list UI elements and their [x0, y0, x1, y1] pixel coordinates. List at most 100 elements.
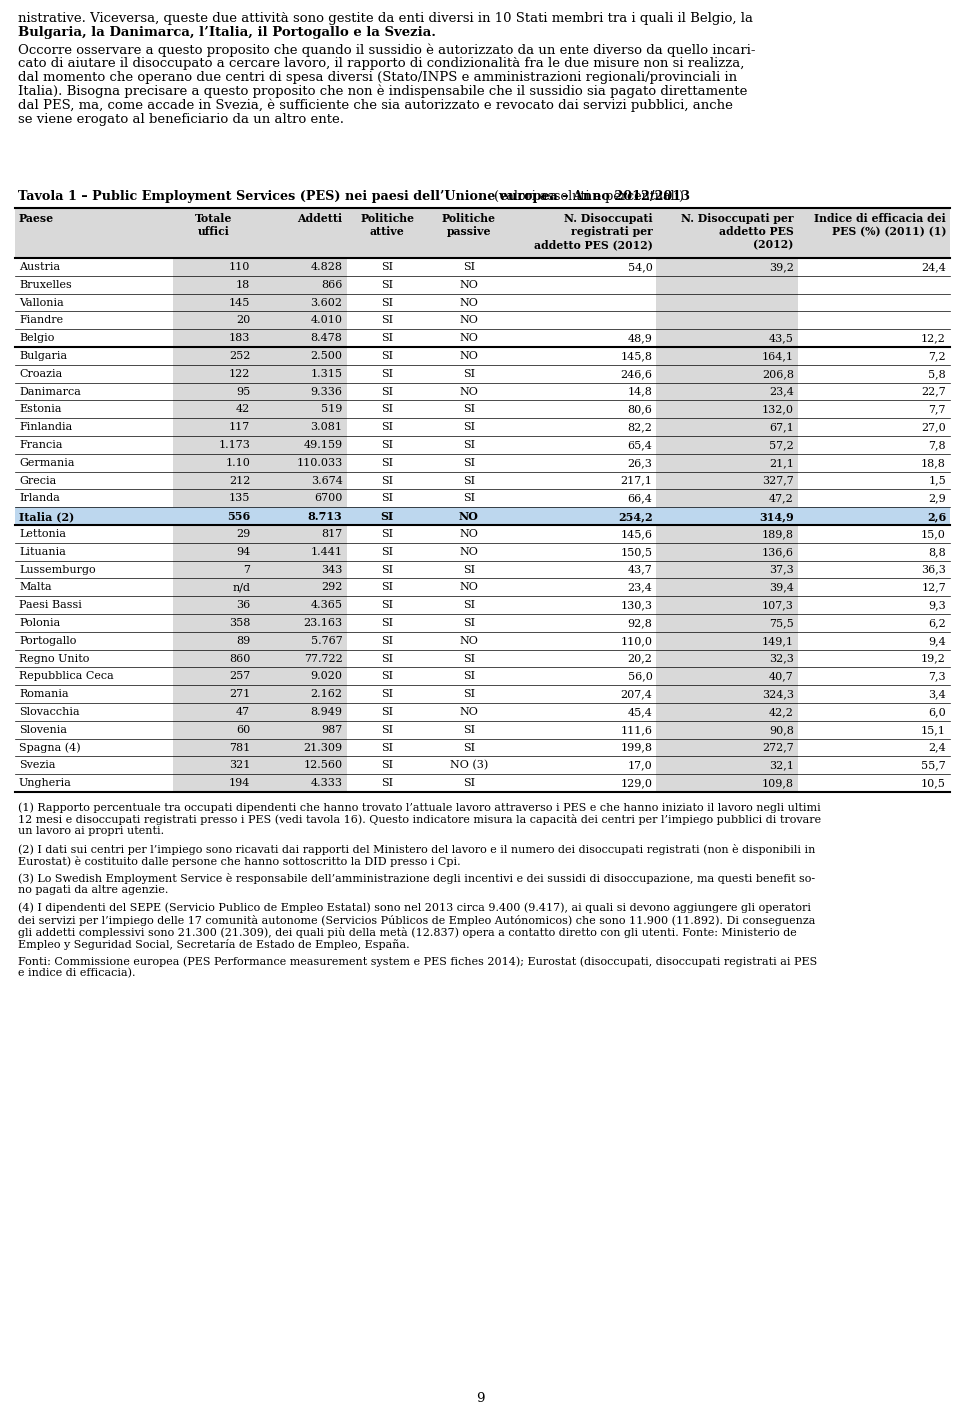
Text: 12 mesi e disoccupati registrati presso i PES (vedi tavola 16). Questo indicator: 12 mesi e disoccupati registrati presso … [18, 814, 821, 825]
Text: 207,4: 207,4 [620, 689, 653, 699]
Text: NO: NO [460, 333, 478, 343]
Text: SI: SI [463, 405, 475, 415]
Text: (2) I dati sui centri per l’impiego sono ricavati dai rapporti del Ministero del: (2) I dati sui centri per l’impiego sono… [18, 844, 815, 855]
Text: Italia (2): Italia (2) [19, 512, 74, 522]
Text: 145,6: 145,6 [620, 529, 653, 538]
Text: 2,6: 2,6 [926, 512, 946, 522]
Text: 80,6: 80,6 [628, 405, 653, 415]
Text: SI: SI [381, 458, 394, 468]
Text: 9.336: 9.336 [311, 387, 343, 396]
Text: N. Disoccupati per
addetto PES
(2012): N. Disoccupati per addetto PES (2012) [682, 212, 794, 250]
Text: 42,2: 42,2 [769, 707, 794, 717]
Text: 110.033: 110.033 [297, 458, 343, 468]
Text: 43,5: 43,5 [769, 333, 794, 343]
Text: NO: NO [460, 582, 478, 592]
Bar [254, 208, 347, 792]
Text: 67,1: 67,1 [769, 422, 794, 432]
Text: Tavola 1 – Public Employment Services (PES) nei paesi dell’Unione europea – Anno: Tavola 1 – Public Employment Services (P… [18, 190, 690, 202]
Text: SI: SI [381, 619, 394, 628]
Text: Bruxelles: Bruxelles [19, 280, 72, 290]
Text: 321: 321 [228, 761, 251, 770]
Text: 32,1: 32,1 [769, 761, 794, 770]
Bar [173, 208, 254, 792]
Text: 22,7: 22,7 [922, 387, 946, 396]
Text: SI: SI [463, 422, 475, 432]
Text: dal PES, ma, come accade in Svezia, è sufficiente che sia autorizzato e revocato: dal PES, ma, come accade in Svezia, è su… [18, 98, 732, 112]
Text: Svezia: Svezia [19, 761, 56, 770]
Text: 3,4: 3,4 [928, 689, 946, 699]
Text: 1.10: 1.10 [226, 458, 251, 468]
Text: SI: SI [463, 672, 475, 682]
Text: 314,9: 314,9 [759, 512, 794, 522]
Text: 95: 95 [236, 387, 251, 396]
Text: dei servizi per l’impiego delle 17 comunità autonome (Servicios Públicos de Empl: dei servizi per l’impiego delle 17 comun… [18, 914, 815, 925]
Text: Estonia: Estonia [19, 405, 61, 415]
Text: 77.722: 77.722 [304, 654, 343, 664]
Text: 4.365: 4.365 [311, 600, 343, 610]
Text: 75,5: 75,5 [769, 619, 794, 628]
Text: SI: SI [463, 440, 475, 450]
Text: 135: 135 [228, 494, 251, 503]
Text: 47: 47 [236, 707, 251, 717]
Text: 866: 866 [322, 280, 343, 290]
Text: SI: SI [381, 529, 394, 538]
Text: SI: SI [381, 689, 394, 699]
Text: SI: SI [463, 778, 475, 789]
Text: Lussemburgo: Lussemburgo [19, 565, 96, 575]
Text: Fiandre: Fiandre [19, 315, 63, 325]
Text: (4) I dipendenti del SEPE (Servicio Publico de Empleo Estatal) sono nel 2013 cir: (4) I dipendenti del SEPE (Servicio Publ… [18, 903, 811, 912]
Text: SI: SI [381, 315, 394, 325]
Text: 8.478: 8.478 [311, 333, 343, 343]
Text: NO: NO [460, 529, 478, 538]
Text: 7,2: 7,2 [928, 352, 946, 361]
Text: SI: SI [381, 672, 394, 682]
Text: 39,4: 39,4 [769, 582, 794, 592]
Text: Romania: Romania [19, 689, 68, 699]
Text: 43,7: 43,7 [628, 565, 653, 575]
Text: 199,8: 199,8 [620, 742, 653, 752]
Text: SI: SI [381, 405, 394, 415]
Text: 2,4: 2,4 [928, 742, 946, 752]
Text: Repubblica Ceca: Repubblica Ceca [19, 672, 113, 682]
Text: SI: SI [381, 494, 394, 503]
Text: 90,8: 90,8 [769, 725, 794, 735]
Text: 48,9: 48,9 [628, 333, 653, 343]
Text: 65,4: 65,4 [628, 440, 653, 450]
Text: 257: 257 [228, 672, 251, 682]
Text: SI: SI [463, 725, 475, 735]
Text: 36,3: 36,3 [922, 565, 946, 575]
Text: NO: NO [459, 512, 479, 522]
Text: SI: SI [463, 619, 475, 628]
Text: 130,3: 130,3 [620, 600, 653, 610]
Text: SI: SI [381, 422, 394, 432]
Text: NO: NO [460, 315, 478, 325]
Text: Irlanda: Irlanda [19, 494, 60, 503]
Text: 6,0: 6,0 [928, 707, 946, 717]
Text: 343: 343 [322, 565, 343, 575]
Text: 246,6: 246,6 [620, 368, 653, 378]
Text: 26,3: 26,3 [628, 458, 653, 468]
Text: 3.602: 3.602 [311, 298, 343, 308]
Text: 324,3: 324,3 [762, 689, 794, 699]
Text: nistrative. Viceversa, queste due attività sono gestite da enti diversi in 10 St: nistrative. Viceversa, queste due attivi… [18, 13, 753, 25]
Text: 23,4: 23,4 [769, 387, 794, 396]
Text: Malta: Malta [19, 582, 52, 592]
Text: Paese: Paese [19, 212, 54, 224]
Text: 132,0: 132,0 [762, 405, 794, 415]
Text: 12,2: 12,2 [922, 333, 946, 343]
Text: 42: 42 [236, 405, 251, 415]
Text: SI: SI [381, 547, 394, 557]
Text: 149,1: 149,1 [762, 636, 794, 645]
Text: NO: NO [460, 387, 478, 396]
Text: 29: 29 [236, 529, 251, 538]
Text: Addetti: Addetti [298, 212, 343, 224]
Text: SI: SI [381, 475, 394, 485]
Text: 23.163: 23.163 [303, 619, 343, 628]
Text: SI: SI [381, 298, 394, 308]
Text: NO: NO [460, 298, 478, 308]
Text: 327,7: 327,7 [762, 475, 794, 485]
Text: Belgio: Belgio [19, 333, 55, 343]
Text: SI: SI [463, 654, 475, 664]
Text: 109,8: 109,8 [762, 778, 794, 789]
Text: Germania: Germania [19, 458, 75, 468]
